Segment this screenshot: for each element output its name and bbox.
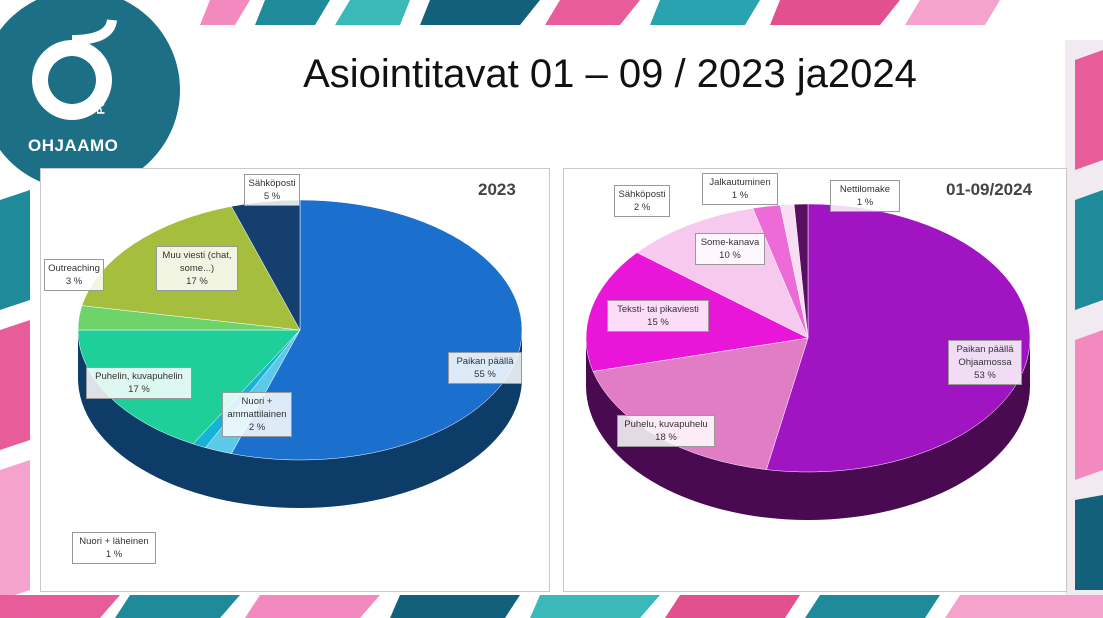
label-value: 1 % <box>105 549 123 560</box>
chart-title: 2023 <box>478 180 516 199</box>
label-value: 53 % <box>974 370 996 381</box>
label-category: Teksti- tai pikaviesti <box>617 304 699 315</box>
logo-name: OHJAAMO <box>28 136 119 155</box>
data-label: Nuori + läheinen 1 % <box>72 532 156 564</box>
label-category: Muu viesti (chat, some...) <box>162 250 232 274</box>
data-label: Paikan päällä Ohjaamossa 53 % <box>948 340 1022 385</box>
data-label: Nuori + ammattilainen 2 % <box>222 392 292 437</box>
label-value: 3 % <box>65 276 83 287</box>
label-value: 17 % <box>128 384 150 395</box>
data-label: Jalkautuminen 1 % <box>702 173 778 205</box>
label-category: Jalkautuminen <box>709 177 771 188</box>
pie-slice <box>636 207 809 339</box>
label-category: Nettilomake <box>839 184 891 195</box>
label-value: 2 % <box>248 422 266 433</box>
label-category: Outreaching <box>48 263 100 274</box>
label-category: Sähköposti <box>618 189 666 200</box>
label-category: Sähköposti <box>248 178 296 189</box>
pie-slice <box>231 199 523 461</box>
data-label: Puhelin, kuvapuhelin 17 % <box>86 367 192 399</box>
label-category: Paikan päällä Ohjaamossa <box>956 344 1014 368</box>
data-label: Paikan päällä 55 % <box>448 352 522 384</box>
data-label: Muu viesti (chat, some...) 17 % <box>156 246 238 291</box>
data-label: Puhelu, kuvapuhelu 18 % <box>617 415 715 447</box>
data-label: Sähköposti 2 % <box>614 185 670 217</box>
label-value: 1 % <box>731 190 749 201</box>
data-label: Sähköposti 5 % <box>244 174 300 206</box>
label-value: 55 % <box>474 369 496 380</box>
label-category: Puhelu, kuvapuhelu <box>624 419 708 430</box>
data-label: Nettilomake 1 % <box>830 180 900 212</box>
label-value: 1 % <box>856 197 874 208</box>
label-value: 15 % <box>647 317 669 328</box>
label-value: 17 % <box>186 276 208 287</box>
pie-slice <box>766 203 1031 473</box>
label-value: 10 % <box>719 250 741 261</box>
pie-slice <box>793 203 809 339</box>
label-category: Some-kanava <box>700 237 760 248</box>
data-label: Outreaching 3 % <box>44 259 104 291</box>
label-category: Puhelin, kuvapuhelin <box>95 371 183 382</box>
label-category: Paikan päällä <box>456 356 514 367</box>
slide-title: Asiointitavat 01 – 09 / 2023 ja2024 <box>303 52 917 96</box>
label-value: 5 % <box>263 191 281 202</box>
label-value: 18 % <box>655 432 677 443</box>
label-value: 2 % <box>633 202 651 213</box>
label-category: Nuori + läheinen <box>79 536 149 547</box>
data-label: Some-kanava 10 % <box>695 233 765 265</box>
label-category: Nuori + ammattilainen <box>227 396 287 420</box>
chart-title: 01-09/2024 <box>946 180 1033 199</box>
data-label: Teksti- tai pikaviesti 15 % <box>607 300 709 332</box>
